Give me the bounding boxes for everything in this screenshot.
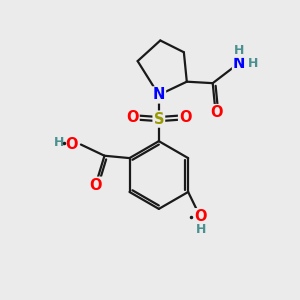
Text: H: H xyxy=(248,57,258,70)
Text: O: O xyxy=(65,137,78,152)
Text: O: O xyxy=(126,110,139,125)
Text: H: H xyxy=(234,44,244,57)
Text: O: O xyxy=(195,209,207,224)
Text: O: O xyxy=(179,110,192,125)
Text: O: O xyxy=(89,178,102,193)
Text: O: O xyxy=(210,105,223,120)
Text: N: N xyxy=(233,56,245,71)
Text: H: H xyxy=(54,136,64,149)
Text: N: N xyxy=(153,87,165,102)
Text: H: H xyxy=(196,223,206,236)
Text: S: S xyxy=(154,112,164,127)
